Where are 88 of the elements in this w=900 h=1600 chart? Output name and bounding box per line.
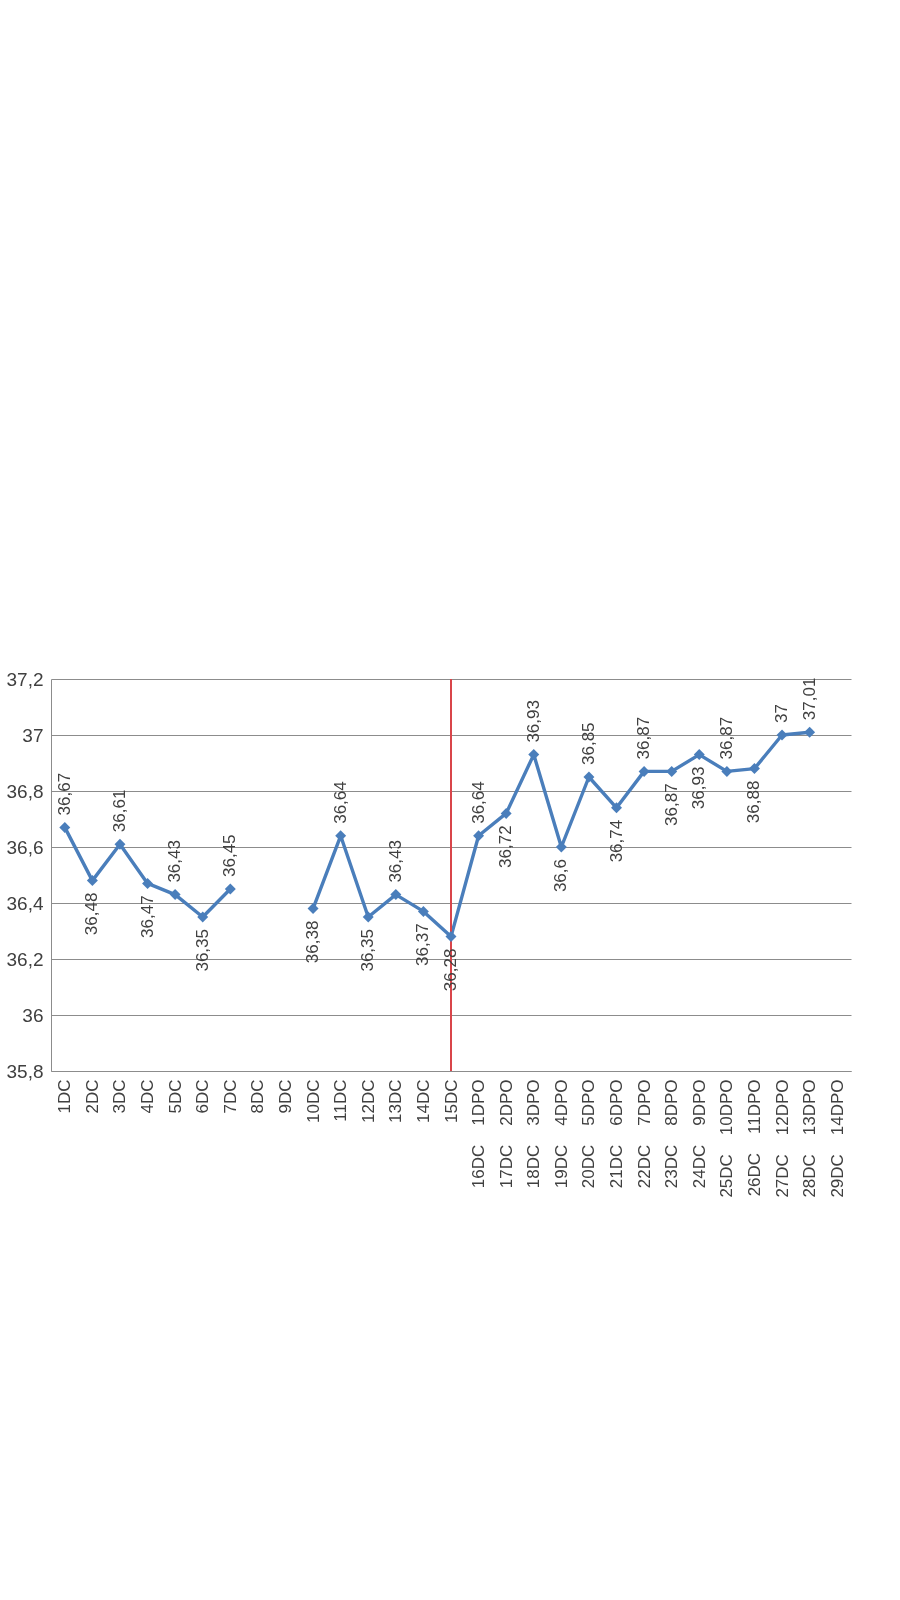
- data-label: 36,37: [413, 923, 433, 966]
- y-tick-label: 36,6: [6, 836, 44, 858]
- data-label: 36,48: [82, 892, 102, 936]
- point: [142, 877, 154, 889]
- x-tick-label: 25DC 10DPO: [717, 1079, 737, 1198]
- y-tick-label: 37: [22, 724, 44, 746]
- x-tick-label: 1DC: [55, 1079, 75, 1114]
- y-tick-label: 35,8: [6, 1060, 44, 1082]
- x-tick-label: 27DC 12DPO: [772, 1079, 792, 1198]
- point: [555, 841, 567, 853]
- x-tick-label: 29DC 14DPO: [827, 1079, 847, 1198]
- point: [776, 729, 788, 741]
- data-label: 36,45: [220, 834, 240, 877]
- x-tick-label: 8DC: [248, 1079, 268, 1114]
- x-tick-label: 7DC: [220, 1079, 240, 1114]
- y-tick-label: 36,4: [6, 892, 44, 914]
- data-label: 36,47: [137, 895, 157, 938]
- x-tick-label: 12DC: [358, 1079, 378, 1123]
- x-tick-label: 10DC: [303, 1079, 323, 1123]
- data-label: 36,61: [109, 789, 129, 833]
- data-label: 36,85: [578, 722, 598, 765]
- x-tick-label: 28DC 13DPO: [800, 1079, 820, 1198]
- point: [748, 763, 760, 775]
- y-tick-label: 36,8: [6, 780, 44, 802]
- point: [335, 830, 347, 842]
- y-tick-label: 36: [22, 1004, 44, 1026]
- data-label: 36,87: [661, 783, 681, 826]
- x-tick-label: 20DC 5DPO: [579, 1079, 599, 1189]
- point: [445, 931, 457, 943]
- point: [169, 889, 181, 901]
- data-label: 36,35: [192, 929, 212, 972]
- x-tick-label: 3DC: [110, 1079, 130, 1114]
- data-label: 36,93: [523, 700, 543, 743]
- data-label: 36,87: [634, 716, 654, 760]
- point: [59, 821, 71, 833]
- data-label: 36,88: [744, 780, 764, 824]
- point: [804, 726, 816, 738]
- data-label: 36,38: [303, 920, 323, 964]
- y-tick-label: 36,2: [6, 948, 44, 970]
- x-tick-label: 24DC 9DPO: [689, 1079, 709, 1189]
- point: [362, 911, 374, 923]
- data-label: 36,93: [689, 766, 709, 810]
- point: [390, 889, 402, 901]
- data-label: 36,74: [606, 819, 626, 863]
- x-tick-label: 14DC: [413, 1079, 433, 1123]
- point: [114, 838, 126, 850]
- data-label: 36,28: [441, 948, 460, 992]
- point: [473, 830, 485, 842]
- point: [500, 807, 512, 819]
- data-label: 36,35: [358, 929, 378, 972]
- data-label: 36,43: [165, 840, 185, 883]
- point: [666, 765, 678, 777]
- data-label: 37: [772, 704, 792, 723]
- data-label: 36,87: [716, 716, 736, 760]
- x-tick-label: 22DC 7DPO: [634, 1079, 654, 1189]
- x-tick-label: 19DC 4DPO: [551, 1079, 571, 1189]
- x-tick-label: 16DC 1DPO: [469, 1079, 489, 1189]
- data-label: 36,6: [551, 859, 571, 893]
- data-label: 37,01: [799, 677, 819, 721]
- x-tick-label: 26DC 11DPO: [744, 1079, 764, 1197]
- x-tick-label: 21DC 6DPO: [607, 1079, 627, 1189]
- point: [197, 911, 209, 923]
- x-tick-label: 5DC: [165, 1079, 185, 1114]
- x-tick-label: 4DC: [138, 1079, 158, 1114]
- point: [528, 749, 540, 761]
- point: [693, 749, 705, 761]
- x-tick-label: 13DC: [386, 1079, 406, 1123]
- y-tick-label: 37,2: [6, 668, 44, 690]
- x-tick-label: 23DC 8DPO: [662, 1079, 682, 1189]
- x-tick-label: 9DC: [275, 1079, 295, 1114]
- x-tick-label: 11DC: [331, 1079, 351, 1122]
- x-tick-label: 15DC: [441, 1079, 461, 1123]
- point: [224, 883, 236, 895]
- x-tick-label: 6DC: [193, 1079, 213, 1114]
- data-label: 36,67: [54, 772, 74, 816]
- point: [611, 802, 622, 814]
- point: [307, 903, 319, 915]
- point: [417, 905, 429, 917]
- x-tick-label: 17DC 2DPO: [496, 1079, 516, 1189]
- x-tick-label: 18DC 3DPO: [524, 1079, 544, 1189]
- data-label: 36,43: [385, 840, 405, 883]
- point: [583, 771, 595, 783]
- point: [86, 875, 98, 887]
- x-tick-label: 2DC: [82, 1079, 102, 1114]
- data-label: 36,64: [468, 781, 488, 824]
- point: [721, 765, 733, 777]
- data-label: 36,64: [330, 781, 350, 824]
- data-label: 36,72: [496, 825, 516, 868]
